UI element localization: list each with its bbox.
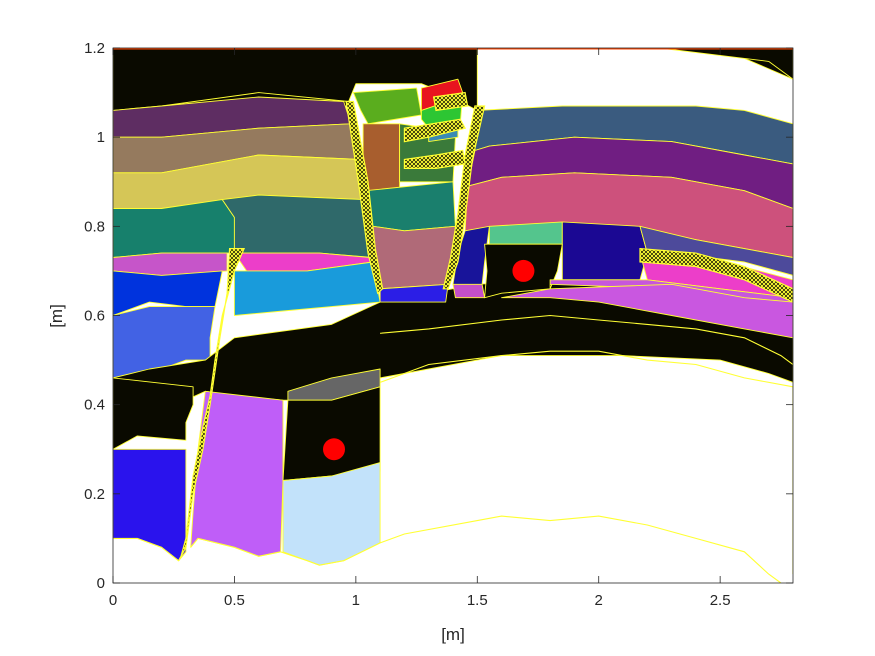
dyke-intrusions bbox=[178, 91, 793, 561]
layer-33 bbox=[561, 221, 648, 281]
x-tick-label: 1 bbox=[352, 592, 360, 609]
layer-39 bbox=[501, 283, 793, 339]
y-tick-label: 0 bbox=[97, 575, 105, 592]
layer-27 bbox=[379, 283, 449, 303]
layer-10 bbox=[233, 261, 381, 316]
dyke-5 bbox=[432, 91, 469, 112]
layer-5 bbox=[113, 199, 235, 258]
layer-15 bbox=[190, 390, 284, 557]
plot-area bbox=[113, 48, 793, 583]
y-tick-label: 0.6 bbox=[84, 308, 105, 325]
y-tick-label: 1 bbox=[97, 129, 105, 146]
layer-19 bbox=[352, 87, 422, 125]
layer-36 bbox=[452, 283, 486, 299]
layer-13 bbox=[113, 377, 194, 450]
marker-points bbox=[323, 259, 535, 461]
layer-32 bbox=[488, 221, 563, 245]
y-tick-label: 0.2 bbox=[84, 486, 105, 503]
x-tick-label: 2 bbox=[595, 592, 603, 609]
dyke-3 bbox=[403, 118, 466, 143]
x-axis-label: [m] bbox=[441, 625, 465, 644]
contour-line-3 bbox=[379, 350, 793, 388]
y-tick-label: 0.4 bbox=[84, 397, 105, 414]
contour-line-2 bbox=[380, 314, 793, 365]
y-axis-label: [m] bbox=[47, 304, 66, 328]
marker-point-1 bbox=[512, 259, 535, 282]
marker-point-0 bbox=[323, 438, 345, 461]
dyke-4 bbox=[403, 149, 466, 169]
geologic-layers bbox=[113, 48, 793, 566]
dyke-1 bbox=[178, 248, 246, 561]
contour-lines bbox=[113, 314, 793, 583]
x-tick-label: 2.5 bbox=[710, 592, 731, 609]
contour-line-0 bbox=[113, 537, 187, 562]
dyke-2 bbox=[442, 105, 486, 290]
dyke-0 bbox=[345, 100, 384, 295]
x-tick-label: 0.5 bbox=[224, 592, 245, 609]
layer-26 bbox=[372, 225, 456, 290]
layer-25 bbox=[365, 181, 456, 232]
layer-7 bbox=[113, 252, 228, 276]
x-tick-label: 1.5 bbox=[467, 592, 488, 609]
y-axis: 0 0.2 0.4 0.6 0.8 1 1.2 bbox=[84, 40, 793, 592]
y-tick-label: 0.8 bbox=[84, 218, 105, 235]
layer-22 bbox=[362, 123, 401, 192]
y-tick-label: 1.2 bbox=[84, 40, 105, 57]
dyke-6 bbox=[639, 247, 793, 303]
x-tick-label: 0 bbox=[109, 592, 117, 609]
contour-line-1 bbox=[190, 515, 782, 583]
x-axis: 0 0.5 1 1.5 2 2.5 bbox=[109, 48, 731, 609]
